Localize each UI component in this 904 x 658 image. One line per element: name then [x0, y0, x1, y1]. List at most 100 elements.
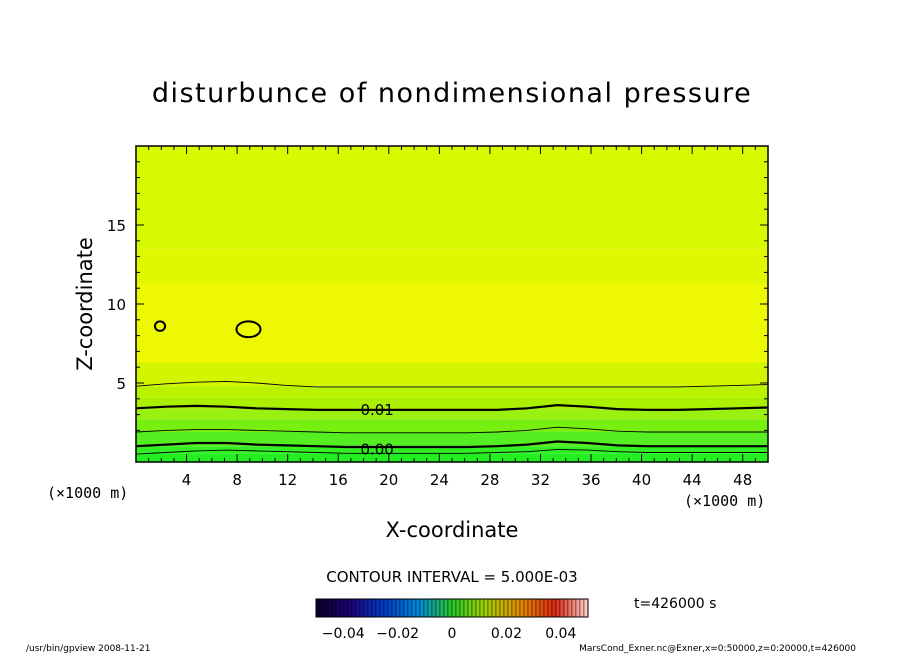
colorbar-cell-33 — [447, 598, 453, 618]
colorbar-cell-0 — [315, 598, 321, 618]
colorbar-cell-65 — [575, 598, 581, 618]
x-tick-label-0: 4 — [182, 471, 192, 489]
colorbar-cell-12 — [363, 598, 369, 618]
x-tick-label-5: 24 — [430, 471, 449, 489]
color-band-7 — [136, 362, 768, 387]
colorbar-cell-61 — [559, 598, 565, 618]
colorbar-cell-19 — [391, 598, 397, 618]
colorbar-cell-23 — [407, 598, 413, 618]
colorbar-cell-48 — [507, 598, 513, 618]
y-axis-title: Z-coordinate — [73, 237, 97, 371]
color-band-6 — [136, 386, 768, 398]
colorbar-cell-45 — [495, 598, 501, 618]
x-tick-label-4: 20 — [379, 471, 398, 489]
colorbar-cell-30 — [435, 598, 441, 618]
x-tick-label-11: 48 — [733, 471, 752, 489]
colorbar-cell-16 — [379, 598, 385, 618]
colorbar-cell-27 — [423, 598, 429, 618]
colorbar-cell-9 — [351, 598, 357, 618]
colorbar-cell-11 — [359, 598, 365, 618]
colorbar-cell-56 — [539, 598, 545, 618]
colorbar-cell-31 — [439, 598, 445, 618]
y-tick-label-1: 10 — [107, 296, 126, 314]
closed-contour-1 — [235, 320, 262, 339]
contour-line-3 — [135, 403, 769, 411]
colorbar-cell-39 — [471, 598, 477, 618]
contour-label-1: 0.00 — [360, 440, 393, 458]
y-unit-label: (×1000 m) — [47, 484, 128, 502]
colorbar-cell-62 — [563, 598, 569, 618]
colorbar-cell-24 — [411, 598, 417, 618]
x-tick-labels: 4 8 12 16 20 24 28 32 36 40 44 48 — [182, 471, 752, 489]
y-tick-label-2: 15 — [107, 217, 126, 235]
contour-label-group: 0.01 0.00 — [360, 401, 393, 459]
colorbar-cell-36 — [459, 598, 465, 618]
colorbar-cell-3 — [327, 598, 333, 618]
colorbar-cell-40 — [475, 598, 481, 618]
colorbar-label-1: −0.02 — [376, 626, 419, 642]
time-label: t=426000 s — [634, 596, 716, 612]
colorbar-cell-64 — [571, 598, 577, 618]
colorbar-label-4: 0.04 — [545, 626, 576, 642]
x-tick-label-8: 36 — [581, 471, 600, 489]
colorbar-cell-21 — [399, 598, 405, 618]
y-tick-labels: 5 10 15 — [107, 217, 126, 393]
colorbar-cell-46 — [499, 598, 505, 618]
x-axis-title: X-coordinate — [386, 518, 519, 542]
contour-lines — [135, 320, 769, 455]
colorbar-cell-28 — [427, 598, 433, 618]
colorbar-cell-43 — [487, 598, 493, 618]
closed-contour-0 — [153, 320, 167, 332]
colorbar-cell-57 — [543, 598, 549, 618]
footer-right: MarsCond_Exner.nc@Exner,x=0:50000,z=0:20… — [579, 644, 856, 654]
x-tick-label-3: 16 — [329, 471, 348, 489]
colorbar-cell-34 — [451, 598, 457, 618]
colorbar-label-0: −0.04 — [322, 626, 365, 642]
colorbar-cell-22 — [403, 598, 409, 618]
plot-area — [136, 146, 768, 462]
colorbar-cell-41 — [479, 598, 485, 618]
colorbar-cell-51 — [519, 598, 525, 618]
x-unit-label: (×1000 m) — [684, 492, 765, 510]
colorbar-cell-10 — [355, 598, 361, 618]
colorbar-cell-13 — [367, 598, 373, 618]
color-band-10 — [136, 146, 768, 249]
colorbar-cell-17 — [383, 598, 389, 618]
colorbar-cell-52 — [523, 598, 529, 618]
colorbar — [315, 598, 589, 618]
colorbar-cell-14 — [371, 598, 377, 618]
colorbar-cell-38 — [467, 598, 473, 618]
x-tick-label-2: 12 — [278, 471, 297, 489]
colorbar-label-2: 0 — [448, 626, 457, 642]
colorbar-cell-32 — [443, 598, 449, 618]
colorbar-frame — [315, 598, 589, 618]
colorbar-cell-49 — [511, 598, 517, 618]
contour-line-1 — [135, 440, 768, 449]
colorbar-cell-63 — [567, 598, 573, 618]
colorbar-cell-25 — [415, 598, 421, 618]
colorbar-cell-5 — [335, 598, 341, 618]
x-tick-label-1: 8 — [232, 471, 242, 489]
color-band-9 — [136, 248, 768, 284]
colorbar-cell-4 — [331, 598, 337, 618]
colorbar-cell-8 — [347, 598, 353, 618]
color-band-3 — [136, 419, 768, 432]
colorbar-cell-55 — [535, 598, 541, 618]
colorbar-cell-44 — [491, 598, 497, 618]
axis-ticks — [135, 145, 769, 463]
colorbar-cell-26 — [419, 598, 425, 618]
colorbar-cell-60 — [555, 598, 561, 618]
colorbar-cell-54 — [531, 598, 537, 618]
contour-label-0: 0.01 — [360, 401, 393, 419]
contour-line-2 — [135, 426, 768, 434]
color-band-5 — [136, 397, 768, 410]
colorbar-cell-7 — [343, 598, 349, 618]
contour-interval-text: CONTOUR INTERVAL = 5.000E-03 — [326, 568, 577, 586]
colorbar-cell-20 — [395, 598, 401, 618]
x-tick-label-7: 32 — [531, 471, 550, 489]
colorbar-label-3: 0.02 — [491, 626, 522, 642]
color-band-8 — [136, 283, 768, 363]
colorbar-cell-66 — [579, 598, 585, 618]
colorbar-cell-37 — [463, 598, 469, 618]
